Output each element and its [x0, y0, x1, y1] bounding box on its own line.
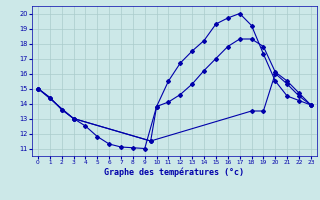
X-axis label: Graphe des températures (°c): Graphe des températures (°c) — [104, 168, 244, 177]
